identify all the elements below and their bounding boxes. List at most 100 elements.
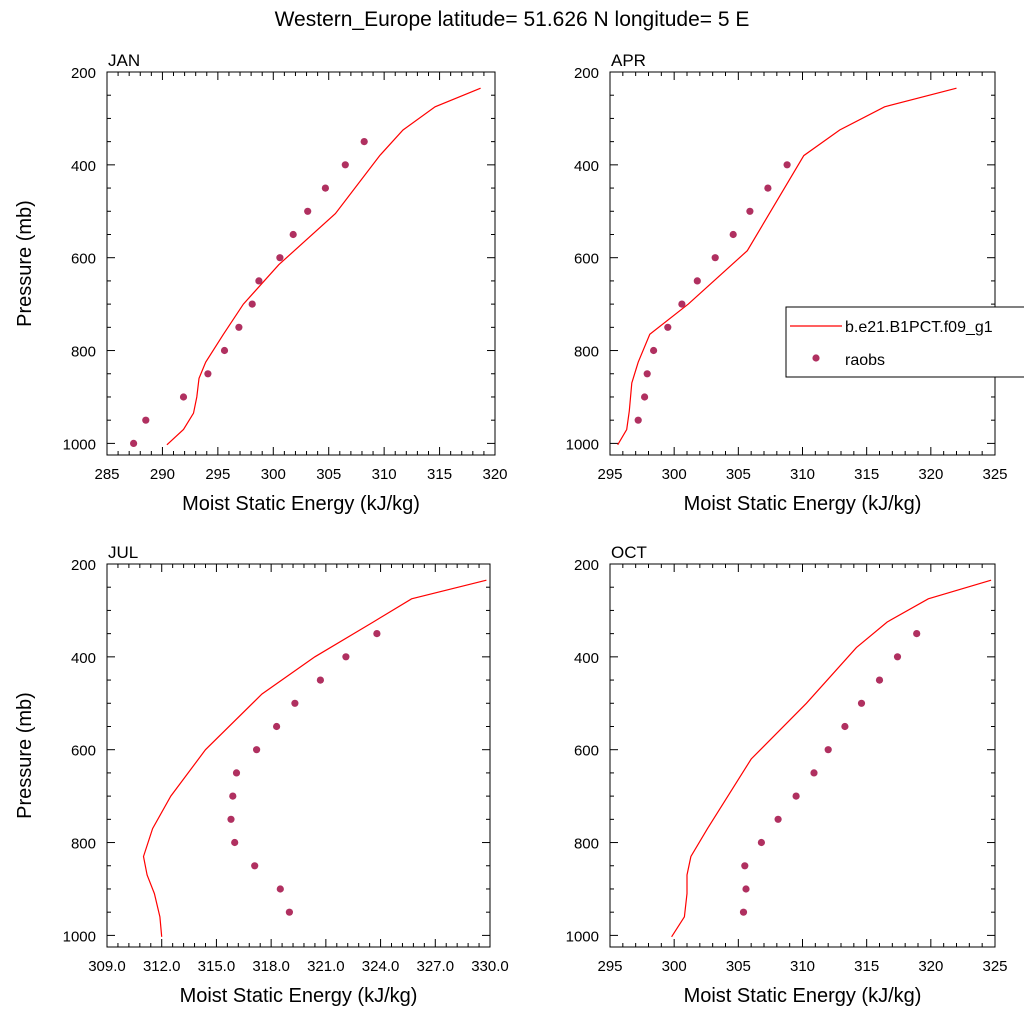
raobs-point	[276, 885, 284, 893]
x-tick-label: 290	[150, 466, 175, 483]
raobs-point	[251, 862, 259, 870]
raobs-point	[248, 300, 256, 308]
model-profile-line	[166, 87, 481, 446]
x-tick-label: 300	[662, 958, 687, 975]
raobs-point	[204, 370, 212, 378]
raobs-point	[276, 254, 284, 262]
x-tick-label: 295	[597, 958, 622, 975]
x-tick-label: 315	[427, 466, 452, 483]
x-axis-label: Moist Static Energy (kJ/kg)	[684, 493, 922, 515]
y-tick-label: 1000	[566, 436, 599, 453]
legend-box	[785, 306, 1024, 378]
raobs-point	[634, 416, 642, 424]
y-tick-label: 1000	[63, 928, 96, 945]
raobs-point	[321, 184, 329, 192]
y-tick-label: 600	[574, 251, 599, 268]
y-axis-label: Pressure (mb)	[14, 692, 36, 819]
y-tick-label: 800	[574, 344, 599, 361]
raobs-point	[875, 676, 884, 684]
x-tick-label: 285	[94, 466, 119, 483]
raobs-point	[741, 862, 749, 870]
raobs-point	[235, 323, 243, 331]
raobs-point	[643, 370, 651, 378]
raobs-point	[253, 746, 261, 754]
legend-obs-label: raobs	[845, 352, 885, 369]
raobs-point	[641, 393, 649, 401]
y-tick-label: 1000	[566, 928, 599, 945]
y-tick-label: 400	[574, 650, 599, 667]
y-tick-label: 600	[71, 743, 96, 760]
plot-frame	[609, 563, 996, 948]
raobs-point	[711, 254, 719, 262]
x-axis-label: Moist Static Energy (kJ/kg)	[182, 493, 420, 515]
x-tick-label: 321.0	[307, 958, 345, 975]
raobs-point	[231, 838, 239, 847]
raobs-point	[130, 439, 138, 447]
raobs-point	[341, 161, 349, 169]
model-profile-line	[142, 579, 487, 937]
raobs-point	[913, 630, 921, 638]
y-tick-label: 200	[71, 65, 96, 82]
x-tick-label: 320	[918, 466, 943, 483]
plot-frame	[609, 71, 996, 456]
raobs-point	[746, 207, 754, 215]
x-tick-label: 310	[372, 466, 397, 483]
x-tick-label: 305	[726, 958, 751, 975]
raobs-point	[255, 277, 263, 285]
plot-frame	[106, 563, 491, 948]
panel-label: OCT	[611, 543, 647, 562]
raobs-point	[232, 769, 241, 777]
x-tick-label: 295	[597, 466, 622, 483]
raobs-point	[304, 207, 312, 215]
x-tick-label: 315.0	[198, 958, 236, 975]
raobs-point	[289, 230, 297, 239]
x-tick-label: 315	[854, 466, 879, 483]
raobs-point	[142, 416, 150, 424]
x-tick-label: 315	[854, 958, 879, 975]
y-tick-label: 600	[71, 251, 96, 268]
x-tick-label: 325	[982, 958, 1007, 975]
x-tick-label: 310	[790, 466, 815, 483]
panels: 285 290 295 300 305 310 315 320 200 400 600 800 1000…	[14, 51, 1008, 1007]
y-tick-label: 200	[574, 557, 599, 574]
raobs-point	[810, 769, 818, 777]
x-tick-label: 320	[918, 958, 943, 975]
y-tick-label: 200	[71, 557, 96, 574]
model-profile-line	[671, 579, 992, 938]
y-tick-label: 800	[574, 836, 599, 853]
panel-label: JAN	[108, 51, 140, 70]
y-tick-label: 1000	[63, 436, 96, 453]
raobs-point	[857, 699, 866, 707]
raobs-point	[285, 908, 293, 916]
x-axis-label: Moist Static Energy (kJ/kg)	[684, 985, 922, 1007]
raobs-point	[650, 346, 658, 355]
x-tick-label: 318.0	[252, 958, 290, 975]
panel-label: JUL	[108, 543, 138, 562]
raobs-point	[316, 676, 324, 684]
x-tick-label: 295	[205, 466, 230, 483]
raobs-point	[764, 184, 772, 192]
raobs-point	[774, 815, 782, 823]
raobs-point	[373, 630, 381, 638]
x-tick-label: 309.0	[88, 958, 126, 975]
y-tick-label: 800	[71, 836, 96, 853]
raobs-point	[220, 346, 229, 355]
raobs-point	[273, 722, 281, 731]
panel-label: APR	[611, 51, 646, 70]
model-profile-line	[617, 87, 957, 446]
y-tick-label: 400	[574, 158, 599, 175]
raobs-point	[841, 722, 849, 731]
raobs-point	[693, 277, 701, 285]
x-tick-label: 300	[261, 466, 286, 483]
legend-obs-marker	[812, 354, 820, 362]
x-tick-label: 324.0	[362, 958, 400, 975]
raobs-point	[360, 138, 368, 146]
panel-apr: 295 300 305 310 315 320 325 200 400 600 800 1000 APR…	[566, 51, 1008, 515]
plot-frame	[106, 71, 496, 456]
panel-oct: 295 300 305 310 315 320 325 200 400 600 800 1000 OCT…	[566, 543, 1008, 1007]
raobs-point	[757, 838, 766, 847]
y-tick-label: 600	[574, 743, 599, 760]
raobs-point	[678, 300, 686, 308]
y-tick-label: 800	[71, 344, 96, 361]
